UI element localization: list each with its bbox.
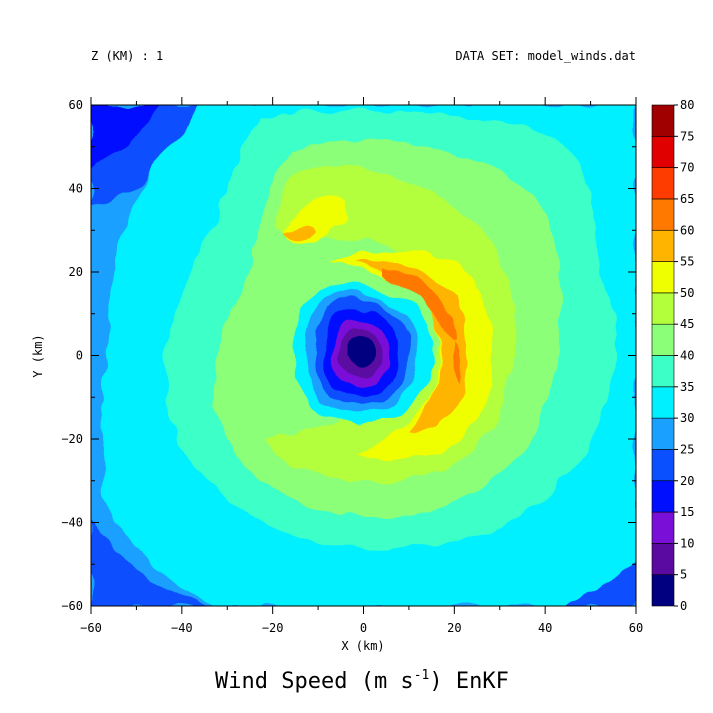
colorbar-label: 80: [680, 98, 694, 112]
x-axis-label: X (km): [341, 639, 384, 653]
colorbar-label: 15: [680, 505, 694, 519]
colorbar-swatch: [651, 323, 675, 356]
colorbar-label: 70: [680, 161, 694, 175]
colorbar-swatch: [651, 543, 675, 575]
colorbar-label: 50: [680, 286, 694, 300]
x-tick-label: 60: [629, 621, 643, 635]
colorbar: 0 5 10 15 20 25 30 35 40 45 50 55 60 65 70 75 80: [651, 98, 694, 613]
y-tick-label: 40: [69, 182, 83, 196]
colorbar-label: 5: [680, 568, 687, 582]
colorbar-swatch: [651, 511, 675, 544]
colorbar-swatch: [651, 104, 675, 137]
colorbar-label: 25: [680, 442, 694, 456]
colorbar-swatch: [651, 574, 675, 607]
colorbar-label: 45: [680, 317, 694, 331]
y-axis-label: Y (km): [31, 334, 45, 377]
y-tick-label: 60: [69, 98, 83, 112]
contour-55-60-north: [285, 224, 318, 238]
contour-15-20-topleft: [91, 105, 165, 170]
colorbar-swatch: [651, 417, 675, 450]
colorbar-swatch: [651, 355, 675, 388]
colorbar-label: 0: [680, 599, 687, 613]
colorbar-swatch: [651, 229, 675, 262]
colorbar-label: 65: [680, 192, 694, 206]
y-tick-label: −60: [61, 599, 83, 613]
colorbar-label: 35: [680, 380, 694, 394]
x-axis-ticks: −60 −40 −20 0 20 40 60: [80, 97, 643, 635]
colorbar-swatch: [651, 386, 675, 419]
contour-20-25-bottomleft: [91, 520, 220, 606]
x-tick-label: −20: [262, 621, 284, 635]
colorbar-swatch: [651, 198, 675, 231]
colorbar-swatch: [651, 261, 675, 294]
contour-0-5-eye: [347, 334, 377, 367]
colorbar-label: 20: [680, 474, 694, 488]
x-tick-label: 20: [447, 621, 461, 635]
chart-title-exponent: -1: [414, 668, 430, 683]
x-tick-label: −40: [171, 621, 193, 635]
colorbar-swatch: [651, 449, 675, 482]
x-tick-label: 0: [360, 621, 367, 635]
colorbar-swatch: [651, 136, 675, 168]
y-tick-label: −40: [61, 516, 83, 530]
colorbar-label: 55: [680, 255, 694, 269]
y-tick-label: 0: [76, 349, 83, 363]
contour-60-65: [380, 268, 459, 340]
colorbar-label: 10: [680, 536, 694, 550]
x-tick-label: 40: [538, 621, 552, 635]
contour-60-65-south: [453, 340, 461, 385]
chart-title-main: Wind Speed (m s: [215, 669, 414, 694]
chart-title-tail: ) EnKF: [429, 669, 508, 694]
y-tick-label: −20: [61, 432, 83, 446]
contour-20-25-bottomright: [560, 550, 636, 606]
colorbar-label: 60: [680, 223, 694, 237]
colorbar-label: 75: [680, 129, 694, 143]
x-tick-label: −60: [80, 621, 102, 635]
z-level-label: Z (KM) : 1: [91, 49, 163, 63]
colorbar-label: 40: [680, 349, 694, 363]
y-tick-label: 20: [69, 265, 83, 279]
colorbar-swatch: [651, 167, 675, 200]
colorbar-swatch: [651, 480, 675, 513]
y-axis-ticks: −60 −40 −20 0 20 40 60: [61, 98, 636, 613]
wind-speed-contours: [91, 105, 636, 606]
colorbar-label: 30: [680, 411, 694, 425]
chart-title: Wind Speed (m s-1) EnKF: [215, 668, 509, 694]
colorbar-swatch: [651, 292, 675, 325]
dataset-label: DATA SET: model_winds.dat: [455, 49, 636, 63]
